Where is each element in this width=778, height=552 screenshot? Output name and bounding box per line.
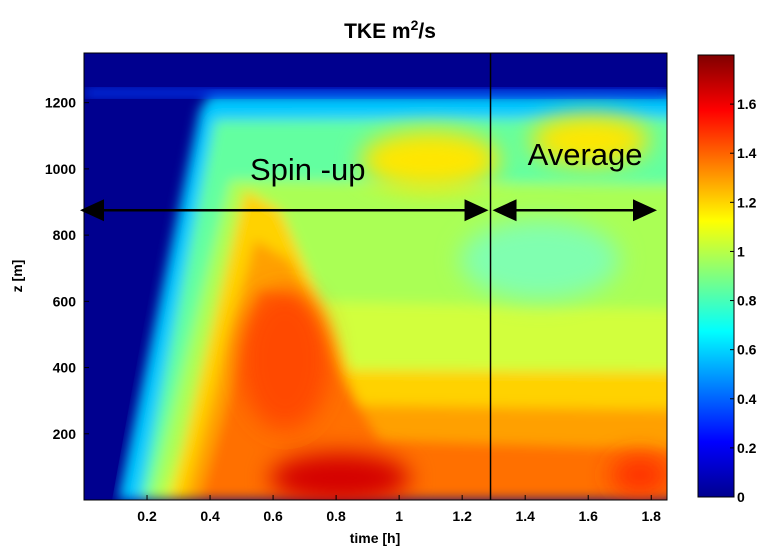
colorbar-tick-label: 0.8 [737,293,757,309]
plot-frame [83,52,668,501]
colorbar-ticks: 0 0.2 0.4 0.6 0.8 1 1.2 1.4 1.6 [730,96,757,505]
colorbar-tick-label: 0.6 [737,342,757,358]
x-tick-label: 1.2 [452,508,472,524]
x-tick-label: 1.4 [515,508,535,524]
y-tick-label: 400 [53,360,77,376]
y-tick-label: 600 [53,293,77,309]
x-tick-label: 0.6 [263,508,283,524]
arrow-head [492,199,517,222]
x-tick-label: 0.2 [137,508,157,524]
colorbar-tick-label: 1.4 [737,145,757,161]
y-axis-label: z [m] [9,260,25,293]
colorbar-tick-label: 1.2 [737,194,757,210]
x-tick-label: 1.6 [578,508,598,524]
heatmap-field [84,53,667,500]
x-tick-label: 0.8 [326,508,346,524]
x-tick-label: 0.4 [200,508,220,524]
colorbar [697,54,735,498]
arrow-head [80,199,104,222]
arrow-head [633,199,657,222]
x-tick-label: 1.8 [642,508,662,524]
chart-title: TKE m2/s [344,17,436,43]
y-tick-label: 1000 [45,161,76,177]
y-tick-label: 200 [53,426,77,442]
x-axis-label: time [h] [350,530,401,546]
x-tick-label: 1 [395,508,403,524]
spin-up-label: Spin -up [250,152,365,187]
y-axis-ticks: 200 400 600 800 1000 1200 [45,95,89,442]
average-label: Average [528,137,643,172]
arrow-head [464,199,489,222]
y-tick-label: 800 [53,227,77,243]
annotation-arrows [80,199,657,222]
y-tick-label: 1200 [45,95,76,111]
colorbar-tick-label: 1.6 [737,96,757,112]
colorbar-tick-label: 0 [737,489,745,505]
x-axis-ticks: 0.2 0.4 0.6 0.8 1 1.2 1.4 1.6 1.8 [137,495,661,524]
colorbar-tick-label: 0.2 [737,440,757,456]
colorbar-tick-label: 0.4 [737,391,757,407]
colorbar-tick-label: 1 [737,243,745,259]
